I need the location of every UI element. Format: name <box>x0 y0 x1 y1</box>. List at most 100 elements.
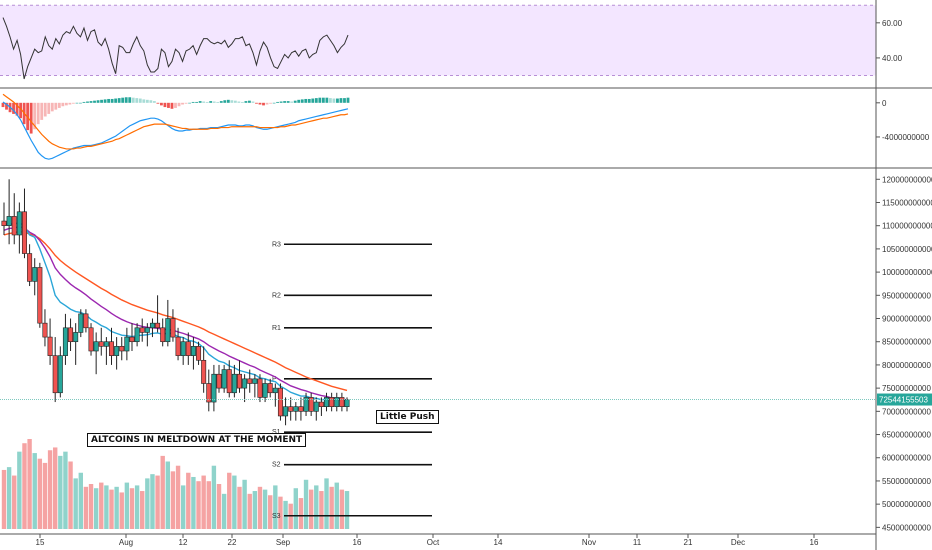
candle-body <box>190 346 196 356</box>
x-tick-label: 21 <box>684 538 693 547</box>
macd-histogram-bar <box>216 101 220 103</box>
macd-histogram-bar <box>293 100 297 103</box>
volume-bar <box>109 489 114 529</box>
macd-histogram-bar <box>336 98 339 103</box>
candle-body <box>21 211 27 254</box>
rsi-tick-label: 40.00 <box>882 54 903 63</box>
candle-body <box>78 313 84 333</box>
macd-histogram-bar <box>96 100 100 103</box>
volume-bar <box>237 486 242 529</box>
volume-bar <box>273 485 278 529</box>
candle-body <box>73 332 79 343</box>
volume-bar <box>314 485 319 529</box>
volume-bar <box>78 472 83 529</box>
macd-histogram-bar <box>272 102 276 104</box>
candle-body <box>196 346 202 361</box>
candle-body <box>98 341 104 347</box>
macd-histogram-bar <box>5 102 8 110</box>
candle-body <box>226 369 232 394</box>
macd-histogram-bar <box>156 102 160 104</box>
macd-histogram-bar <box>75 102 79 104</box>
macd-histogram-bar <box>19 102 23 119</box>
macd-histogram-bar <box>248 100 251 103</box>
volume-bar <box>201 475 206 529</box>
candle-body <box>206 383 212 403</box>
macd-histogram-bar <box>276 101 279 103</box>
last-price-badge <box>877 393 932 406</box>
volume-bar <box>140 491 145 529</box>
volume-bar <box>42 462 48 529</box>
candle-body <box>272 387 278 394</box>
volume-bar <box>17 451 22 529</box>
macd-histogram-bar <box>50 102 54 112</box>
pivot-label: R2 <box>272 292 281 299</box>
macd-histogram-bar <box>149 100 153 103</box>
macd-histogram-bar <box>205 101 209 103</box>
volume-bar <box>191 476 196 529</box>
candle-body <box>155 322 161 329</box>
candle-body <box>324 397 330 407</box>
volume-bar <box>221 493 227 529</box>
macd-histogram-bar <box>110 98 114 103</box>
volume-bar <box>6 467 12 529</box>
price-tick-label: 95000000000 <box>882 291 931 300</box>
macd-histogram-bar <box>167 102 170 108</box>
candle-body <box>277 387 283 417</box>
volume-bar <box>73 478 78 529</box>
macd-histogram-bar <box>212 101 216 103</box>
candle-body <box>231 373 237 394</box>
macd-histogram-bar <box>325 97 329 103</box>
macd-histogram-bar <box>61 102 65 107</box>
candle-body <box>6 216 12 226</box>
macd-pane[interactable] <box>1 93 350 160</box>
macd-histogram-bar <box>43 102 47 117</box>
candle-body <box>170 318 176 338</box>
candle-body <box>119 346 125 352</box>
rsi-band <box>0 5 876 76</box>
little-push-annotation[interactable]: Little Push <box>376 410 439 424</box>
x-tick-label: 16 <box>810 538 819 547</box>
volume-bar <box>180 485 186 529</box>
volume-bar <box>68 461 73 529</box>
candle-body <box>313 401 319 412</box>
macd-histogram-bar <box>128 97 132 103</box>
pivot-label: R3 <box>272 241 281 248</box>
macd-histogram-bar <box>124 97 128 103</box>
macd-histogram-bar <box>79 102 82 104</box>
price-tick-label: 110000000000 <box>882 222 932 231</box>
macd-histogram-bar <box>279 101 283 103</box>
volume-bar <box>119 492 124 529</box>
volume-bar <box>329 486 334 529</box>
price-pane[interactable]: R3 R2 R1 P S1 S2 S3 <box>0 179 876 529</box>
candle-body <box>160 327 166 343</box>
volume-bar <box>206 481 211 529</box>
volume-bar <box>283 500 288 529</box>
macd-histogram-bar <box>152 101 156 103</box>
volume-bar <box>93 488 99 529</box>
meltdown-annotation[interactable]: ALTCOINS IN MELTDOWN AT THE MOMENT <box>87 433 307 447</box>
volume-bar <box>175 465 181 529</box>
macd-histogram-bar <box>195 101 199 103</box>
rsi-pane[interactable] <box>0 4 876 80</box>
x-tick-label: 11 <box>633 538 642 547</box>
candle-body <box>11 216 17 236</box>
volume-bar <box>319 491 324 529</box>
candle-body <box>32 267 38 282</box>
macd-histogram-bar <box>343 98 346 103</box>
macd-histogram-bar <box>321 97 325 103</box>
volume-bar <box>293 488 299 529</box>
ema-mid-line <box>3 225 348 401</box>
candle-body <box>109 341 115 356</box>
volume-bar <box>124 482 130 529</box>
macd-histogram-bar <box>255 102 258 104</box>
macd-histogram-bar <box>86 101 89 103</box>
macd-histogram-bar <box>33 102 37 130</box>
volume-bar <box>160 455 165 529</box>
price-tick-label: 60000000000 <box>882 454 931 463</box>
macd-histogram-bar <box>181 102 184 105</box>
price-tick-label: 115000000000 <box>882 198 932 207</box>
candle-body <box>185 341 191 356</box>
pivot-label: S2 <box>272 462 281 469</box>
candle-body <box>16 211 22 236</box>
